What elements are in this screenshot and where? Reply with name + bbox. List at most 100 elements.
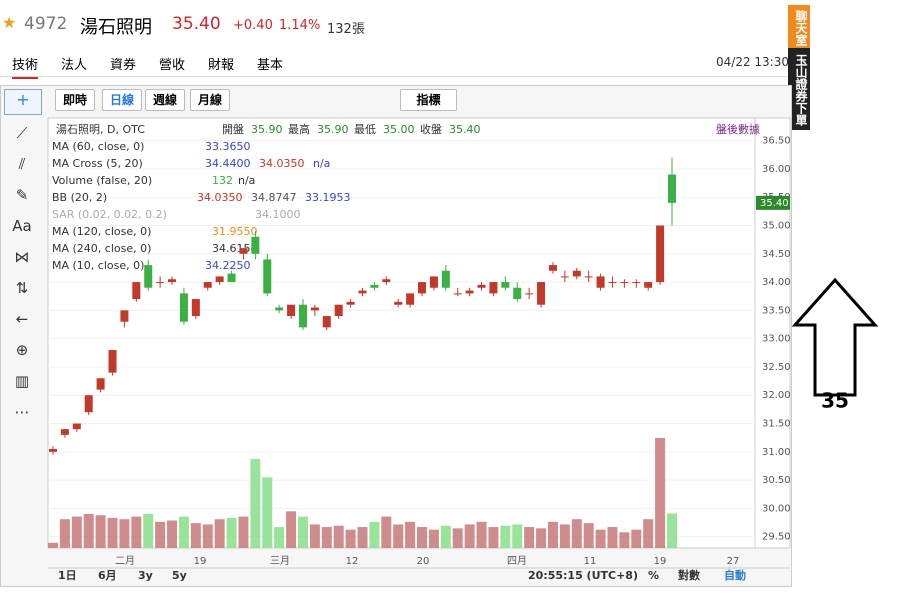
- timestamp: 04/22 13:30: [716, 55, 789, 69]
- indicator-value: 34.1000: [255, 208, 301, 221]
- bottom-control[interactable]: 6月: [98, 569, 117, 582]
- up-arrow: [791, 277, 879, 397]
- volume-bar: [178, 516, 189, 548]
- candle-body: [179, 293, 188, 322]
- indicator-value: 34.0350: [197, 191, 243, 204]
- candle-body: [453, 293, 462, 295]
- toolbar-button[interactable]: 週線: [145, 89, 185, 111]
- candle-body: [382, 279, 391, 283]
- volume-bar: [250, 458, 261, 548]
- indicator-value: n/a: [313, 157, 330, 170]
- candle-body: [668, 174, 676, 203]
- bottom-control[interactable]: 3y: [138, 569, 153, 582]
- volume-bar: [297, 516, 308, 548]
- volume-bar: [95, 515, 106, 548]
- indicator-value: 34.0350: [259, 157, 305, 170]
- candle-body: [501, 282, 510, 288]
- candle-body: [644, 282, 653, 288]
- tab[interactable]: 資券: [110, 58, 137, 73]
- candle-body: [429, 276, 438, 288]
- order-button[interactable]: 玉山證券下單: [788, 48, 810, 130]
- stock-code: 4972: [24, 14, 68, 34]
- volume-bar: [357, 527, 368, 548]
- volume-bar: [190, 523, 201, 548]
- volume-bar: [309, 524, 320, 548]
- ohlc-label: 收盤: [420, 122, 442, 136]
- crosshair-tool[interactable]: +: [4, 89, 42, 115]
- candle-body: [513, 287, 522, 300]
- candle-body: [596, 276, 605, 288]
- y-tick-label: 35.00: [762, 221, 791, 232]
- x-tick-label: 二月: [115, 555, 135, 567]
- volume-bar: [381, 516, 392, 548]
- candle-body: [275, 307, 284, 311]
- toolbar-button[interactable]: 指標: [400, 89, 457, 111]
- indicator-value: 33.1953: [305, 191, 351, 204]
- candle-body: [370, 284, 379, 288]
- volume-bar: [119, 519, 130, 548]
- toolbar-button[interactable]: 即時: [55, 89, 95, 111]
- ohlc-value: 35.00: [383, 123, 415, 136]
- candle-body: [334, 304, 343, 317]
- volume-bar: [214, 519, 225, 548]
- bottom-control[interactable]: 1日: [58, 569, 77, 582]
- candle-body: [310, 307, 319, 311]
- candle-body: [537, 282, 546, 305]
- candle-body: [263, 259, 272, 294]
- volume-bar: [559, 524, 570, 548]
- toolbar-button[interactable]: 日線: [102, 89, 142, 111]
- volume-bar: [631, 529, 642, 548]
- bottom-control[interactable]: %: [648, 569, 659, 582]
- candle-body: [156, 282, 165, 284]
- tab[interactable]: 基本: [257, 58, 284, 73]
- candle-body: [572, 270, 581, 277]
- tab[interactable]: 財報: [208, 58, 235, 73]
- indicator-label: BB (20, 2): [52, 191, 107, 204]
- candle-body: [227, 273, 236, 283]
- candle-body: [72, 423, 81, 430]
- indicator-label: MA Cross (5, 20): [52, 157, 143, 170]
- tab[interactable]: 技術: [12, 54, 39, 79]
- volume: 132張: [327, 22, 365, 37]
- y-tick-label: 32.00: [762, 390, 791, 401]
- candle-body: [60, 429, 69, 435]
- after-hours[interactable]: 盤後數據: [716, 122, 760, 136]
- x-tick-label: 11: [584, 556, 597, 567]
- ohlc-value: 35.90: [317, 123, 349, 136]
- tab[interactable]: 營收: [159, 58, 186, 73]
- volume-bar: [667, 513, 677, 548]
- ohlc-value: 35.40: [449, 123, 481, 136]
- volume-bar: [369, 521, 380, 548]
- y-tick-label: 34.00: [762, 277, 791, 288]
- volume-bar: [428, 529, 439, 548]
- chat-button[interactable]: 聊天室: [788, 5, 810, 49]
- volume-bar: [417, 527, 428, 548]
- tab[interactable]: 法人: [61, 58, 88, 73]
- indicator-label: MA (120, close, 0): [52, 225, 151, 238]
- volume-bar: [524, 527, 535, 548]
- indicator-label: MA (60, close, 0): [52, 140, 144, 153]
- bottom-control[interactable]: 對數: [678, 568, 700, 582]
- favorite-star[interactable]: ★: [2, 13, 17, 32]
- chart-title: 湯石照明, D, OTC: [56, 123, 145, 136]
- volume-bar: [345, 529, 356, 548]
- bottom-control[interactable]: 5y: [172, 569, 187, 582]
- bottom-control[interactable]: 自動: [724, 568, 746, 582]
- indicator-value: 34.6154: [212, 242, 258, 255]
- volume-bar: [536, 528, 547, 548]
- volume-bar: [143, 513, 154, 548]
- ohlc-label: 最低: [354, 123, 376, 136]
- y-tick-label: 36.50: [762, 136, 791, 147]
- volume-bar: [643, 519, 654, 548]
- indicator-label: MA (240, close, 0): [52, 242, 151, 255]
- toolbar-button[interactable]: 月線: [190, 89, 230, 111]
- x-tick-label: 19: [194, 556, 207, 567]
- bottom-control: 20:55:15 (UTC+8): [528, 569, 638, 582]
- candle-body: [203, 282, 212, 288]
- volume-bar: [512, 524, 523, 548]
- candle-body: [346, 301, 355, 305]
- drawing-tools[interactable]: ⟋ ⫽ ✎ Aa ⋈ ⇅ ← ⊕ ▥ ⋯: [12, 124, 32, 421]
- stock-name: 湯石照明: [80, 17, 152, 38]
- volume-bar: [131, 516, 142, 548]
